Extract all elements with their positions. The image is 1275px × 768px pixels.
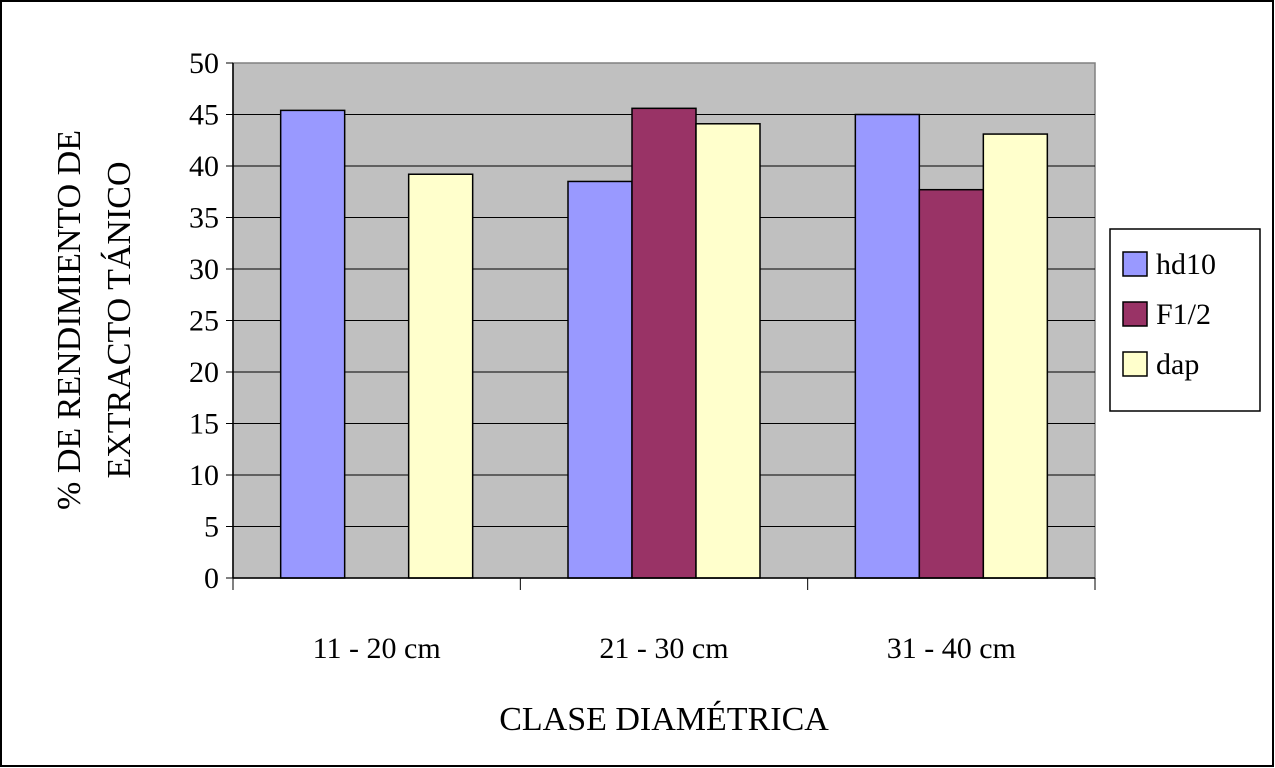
- legend-label: hd10: [1156, 248, 1216, 281]
- bar-hd10-2: [567, 180, 633, 579]
- bar-dap-2: [695, 123, 761, 579]
- bar-f12-3: [918, 188, 985, 579]
- y-tick-label: 40: [189, 150, 219, 183]
- y-tick-label: 35: [189, 202, 219, 235]
- x-axis-title: CLASE DIAMÉTRICA: [499, 701, 829, 738]
- y-tick-label: 30: [189, 253, 219, 286]
- y-tick-label: 50: [189, 47, 219, 80]
- bar-hd10-1: [279, 109, 346, 579]
- x-tick-labels: 11 - 20 cm 21 - 30 cm 31 - 40 cm: [313, 632, 1016, 665]
- x-tick-label: 11 - 20 cm: [313, 632, 441, 665]
- legend-label: dap: [1156, 348, 1199, 381]
- y-tick-label: 5: [204, 511, 219, 544]
- x-tick-label: 21 - 30 cm: [599, 632, 728, 665]
- legend-swatch: [1122, 351, 1148, 377]
- legend-label: F1/2: [1156, 298, 1211, 331]
- bars: [279, 107, 1049, 579]
- x-tick-label: 31 - 40 cm: [887, 632, 1016, 665]
- bar-hd10-3: [854, 113, 921, 579]
- bar-dap-1: [407, 173, 474, 579]
- y-tick-label: 25: [189, 305, 219, 338]
- y-tick-label: 45: [189, 99, 219, 132]
- y-tick-label: 0: [204, 562, 219, 595]
- legend-swatch: [1122, 301, 1148, 327]
- y-axis-title-line-2: EXTRACTO TÁNICO: [101, 161, 138, 478]
- legend-swatch: [1122, 251, 1148, 277]
- axes: [226, 62, 1096, 590]
- y-axis-title-line-1: % DE RENDIMIENTO DE: [51, 130, 88, 510]
- y-tick-label: 15: [189, 408, 219, 441]
- y-tick-label: 10: [189, 459, 219, 492]
- bar-dap-3: [982, 133, 1049, 579]
- bar-f12-2: [631, 107, 697, 579]
- y-tick-label: 20: [189, 356, 219, 389]
- y-tick-labels: 0 5 10 15 20 25 30 35 40 45 50: [189, 47, 219, 595]
- legend: hd10 F1/2 dap: [1109, 228, 1261, 412]
